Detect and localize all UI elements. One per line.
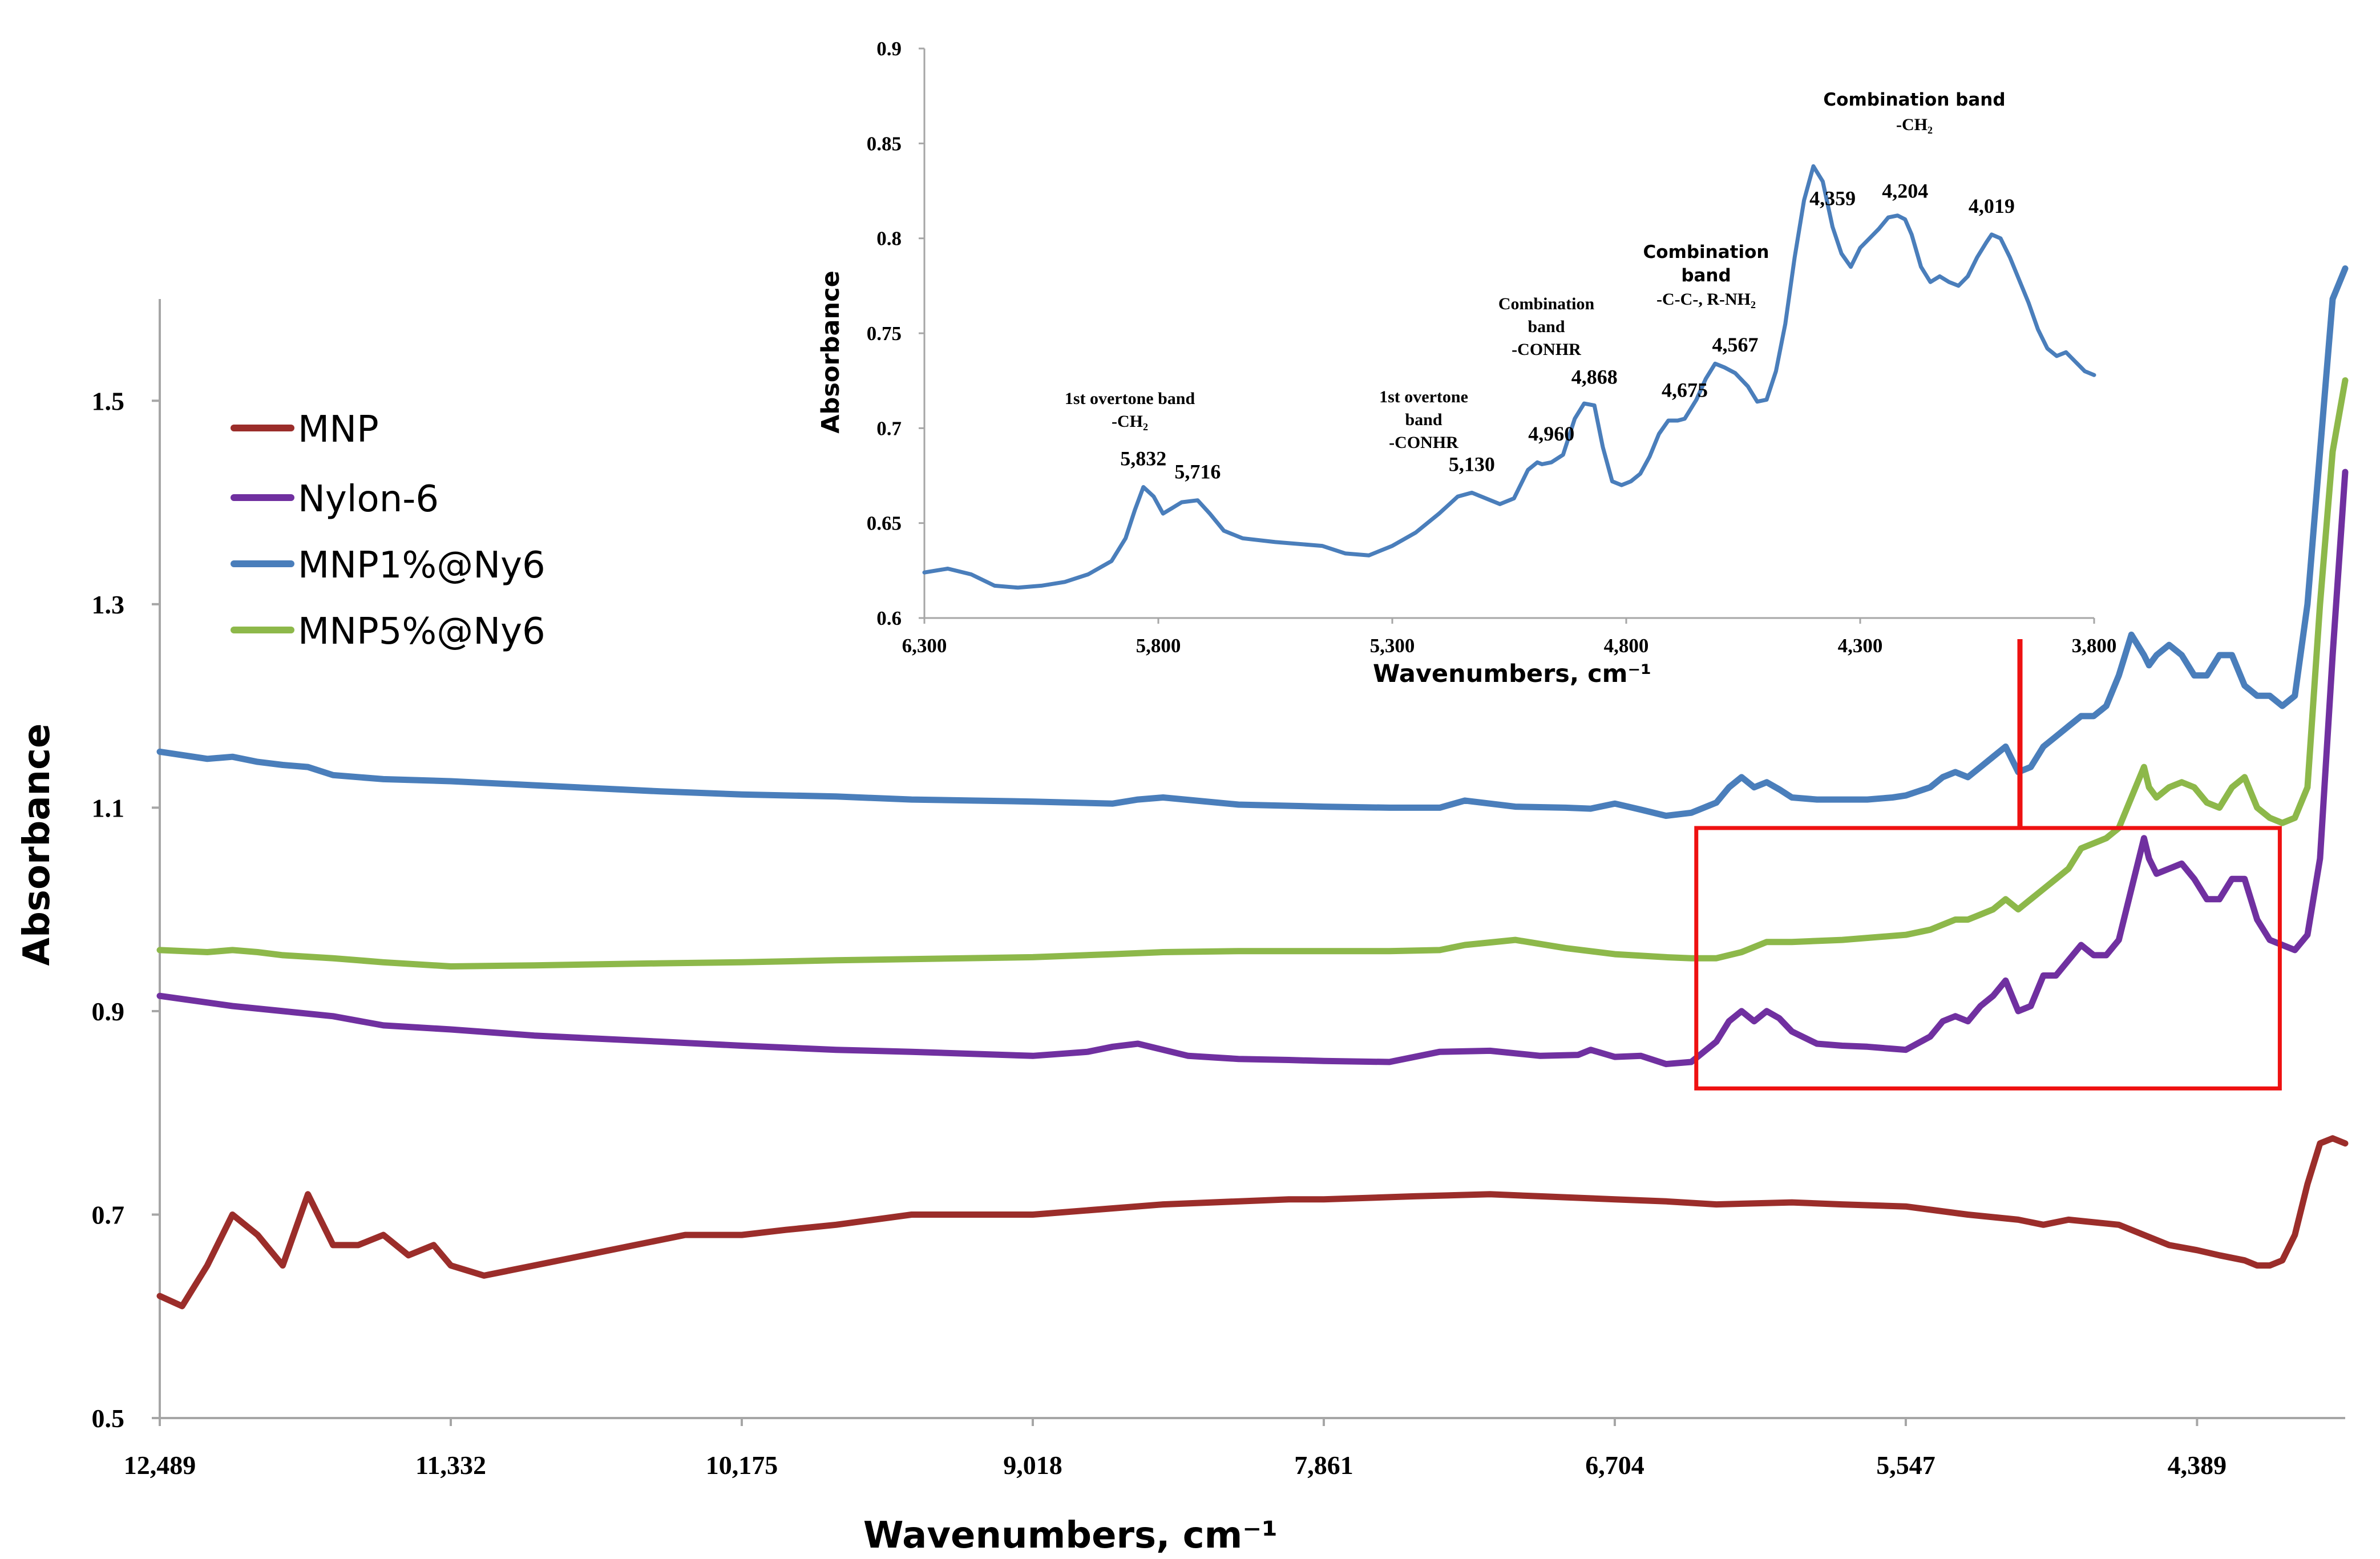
inset-x-tick-label: 4,300 — [1838, 635, 1883, 657]
main-x-tick-label: 7,861 — [1294, 1451, 1353, 1480]
legend-label-mnp5-ny6: MNP5%@Ny6 — [298, 611, 545, 653]
peak-label: 4,868 — [1571, 365, 1618, 388]
main-x-tick-label: 5,547 — [1876, 1451, 1935, 1480]
legend-label-nylon-6: Nylon-6 — [298, 478, 439, 520]
peak-label: 4,359 — [1809, 187, 1856, 210]
main-x-tick-label: 12,489 — [124, 1451, 196, 1480]
inset-y-tick-label: 0.85 — [867, 132, 902, 155]
inset-y-tick-label: 0.75 — [867, 322, 902, 345]
series-line-mnp1-ny6 — [156, 265, 2349, 819]
band-annotation-line: -CH₂ — [1896, 115, 1933, 134]
inset-y-tick-label: 0.7 — [876, 417, 902, 439]
inset-x-tick-label: 6,300 — [902, 635, 947, 657]
series-line-mnp5-ny6 — [156, 377, 2349, 970]
inset-x-axis-label: Wavenumbers, cm⁻¹ — [1373, 660, 1651, 688]
peak-label: 4,567 — [1712, 333, 1759, 356]
inset-y-tick-label: 0.8 — [876, 228, 902, 250]
band-annotation-line: -CH₂ — [1112, 412, 1148, 431]
main-x-tick-label: 4,389 — [2168, 1451, 2227, 1480]
legend: MNP Nylon-6 MNP1%@Ny6 MNP5%@Ny6 — [231, 409, 545, 653]
band-annotation-line: band — [1405, 410, 1442, 429]
peak-label: 5,130 — [1449, 453, 1495, 475]
band-annotation-line: -CONHR — [1512, 340, 1581, 359]
peak-label: 4,960 — [1528, 422, 1574, 445]
main-x-tick-label: 11,332 — [415, 1451, 486, 1480]
peak-label: 4,675 — [1662, 379, 1708, 402]
band-annotation-5: Combination band -CH₂ — [1823, 90, 2005, 134]
main-y-axis-label: Absorbance — [16, 724, 58, 966]
inset-x-tick-label: 5,300 — [1370, 635, 1415, 657]
main-y-tick-label: 0.9 — [92, 997, 125, 1026]
band-annotation-line: Combination band — [1823, 90, 2005, 110]
inset-x-tick-label: 3,800 — [2072, 635, 2117, 657]
inset-series-line-mnp1-ny6 — [922, 164, 2096, 590]
main-y-tick-label: 1.5 — [92, 386, 125, 415]
band-annotation-line: Combination — [1643, 242, 1769, 262]
main-x-tick-label: 9,018 — [1003, 1451, 1062, 1480]
inset-y-tick-label: 0.9 — [876, 38, 902, 60]
highlight-box — [1694, 826, 2282, 1091]
inset-x-tick-label: 4,800 — [1604, 635, 1649, 657]
peak-label: 5,832 — [1120, 447, 1166, 470]
band-annotation-3: Combination band -CONHR — [1498, 294, 1595, 359]
legend-label-mnp: MNP — [298, 409, 379, 451]
inset-y-axis-label: Absorbance — [817, 270, 845, 433]
inset-x-tick-label: 5,800 — [1136, 635, 1181, 657]
band-annotation-4: Combination band -C-C-, R-NH₂ — [1643, 242, 1769, 309]
series-line-mnp — [156, 1135, 2349, 1310]
band-annotation-1: 1st overtone band -CH₂ — [1065, 389, 1195, 431]
band-annotation-line: band — [1528, 317, 1565, 336]
series-line-nylon-6 — [156, 468, 2349, 1068]
band-annotation-line: -C-C-, R-NH₂ — [1656, 290, 1756, 309]
main-x-axis-label: Wavenumbers, cm⁻¹ — [863, 1514, 1278, 1557]
main-x-tick-label: 6,704 — [1585, 1451, 1644, 1480]
inset-panel: 0.6 0.65 0.7 0.75 0.8 0.85 0.9 6,300 5,800 5,300… — [817, 38, 2116, 688]
band-annotation-line: -CONHR — [1389, 433, 1458, 452]
band-annotation-line: 1st overtone — [1379, 387, 1468, 406]
main-y-tick-label: 0.7 — [92, 1200, 125, 1229]
legend-label-mnp1-ny6: MNP1%@Ny6 — [298, 544, 545, 587]
peak-label: 4,019 — [1969, 195, 2015, 217]
main-y-tick-label: 1.1 — [92, 793, 125, 822]
peak-label: 4,204 — [1882, 179, 1928, 202]
band-annotation-line: Combination — [1498, 294, 1595, 313]
main-y-tick-label: 1.3 — [92, 590, 125, 619]
inset-y-tick-label: 0.6 — [876, 607, 902, 629]
main-y-tick-label: 0.5 — [92, 1404, 125, 1433]
band-annotation-2: 1st overtone band -CONHR — [1379, 387, 1468, 452]
inset-y-tick-label: 0.65 — [867, 512, 902, 535]
main-x-tick-label: 10,175 — [706, 1451, 778, 1480]
band-annotation-line: band — [1681, 265, 1731, 286]
peak-label: 5,716 — [1174, 461, 1221, 483]
band-annotation-line: 1st overtone band — [1065, 389, 1195, 408]
